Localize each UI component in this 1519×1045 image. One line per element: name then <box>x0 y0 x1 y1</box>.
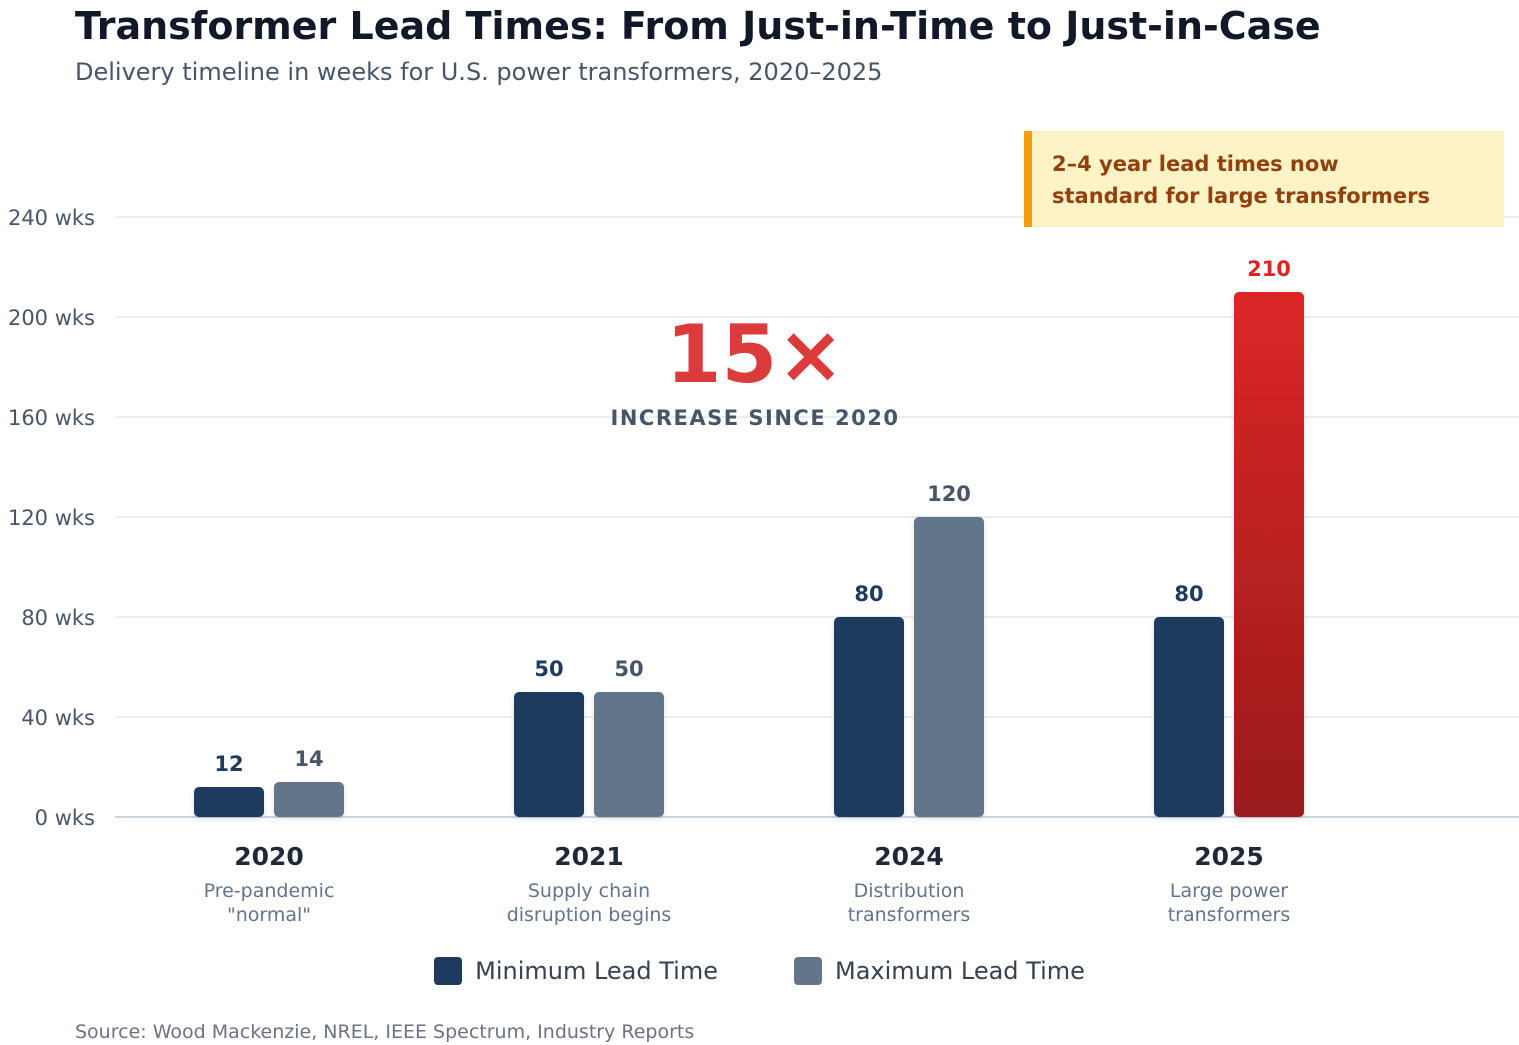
x-category-subtitle: transformers <box>1168 904 1291 926</box>
bar-value-label: 80 <box>854 582 883 606</box>
bar-max-2021 <box>594 692 664 817</box>
x-axis-labels: 2020 Pre-pandemic"normal" 2021 Supply chain… <box>204 842 1291 926</box>
callout-background <box>1024 131 1504 227</box>
x-category-subtitle: disruption begins <box>507 904 672 926</box>
x-category-subtitle: "normal" <box>227 904 311 926</box>
legend-label-min: Minimum Lead Time <box>475 957 718 985</box>
bar-min-2025 <box>1154 617 1224 817</box>
y-tick-label: 0 wks <box>35 806 95 830</box>
y-axis-ticks: 0 wks 40 wks 80 wks 120 wks 160 wks 200 wks 24… <box>8 206 95 830</box>
big-stat-value: 15× <box>666 308 844 401</box>
x-category-subtitle: Pre-pandemic <box>204 880 335 902</box>
gridlines <box>115 216 1519 818</box>
y-tick-label: 80 wks <box>21 606 95 630</box>
x-category-subtitle: Distribution <box>854 880 965 902</box>
x-category-label: 2021 <box>554 842 624 871</box>
bar-max-2024 <box>914 517 984 817</box>
legend-label-max: Maximum Lead Time <box>834 957 1085 985</box>
x-category-label: 2024 <box>874 842 944 871</box>
y-tick-label: 240 wks <box>8 206 95 230</box>
legend-swatch-max <box>793 957 822 985</box>
legend-item-max[interactable]: Maximum Lead Time <box>793 957 1085 985</box>
x-category-label: 2025 <box>1194 842 1264 871</box>
x-category-subtitle: Large power <box>1170 880 1288 902</box>
chart-subtitle: Delivery timeline in weeks for U.S. powe… <box>75 58 883 86</box>
chart-title: Transformer Lead Times: From Just-in-Tim… <box>75 4 1321 48</box>
bar-value-label: 210 <box>1247 257 1291 281</box>
y-tick-label: 160 wks <box>8 406 95 430</box>
bar-max-2025 <box>1234 292 1304 817</box>
bar-value-label: 14 <box>294 747 323 771</box>
legend-swatch-min <box>434 957 463 985</box>
bar-min-2021 <box>514 692 584 817</box>
source-note: Source: Wood Mackenzie, NREL, IEEE Spect… <box>75 1021 695 1043</box>
bar-value-label: 12 <box>214 752 243 776</box>
bar-value-label: 120 <box>927 482 971 506</box>
bar-max-2020 <box>274 782 344 817</box>
bar-value-label: 50 <box>614 657 643 681</box>
big-stat-caption: INCREASE SINCE 2020 <box>611 406 900 430</box>
bar-min-2020 <box>194 787 264 817</box>
y-tick-label: 200 wks <box>8 306 95 330</box>
callout-line-2: standard for large transformers <box>1052 184 1430 208</box>
bars: 12 14 50 50 80 120 80 210 <box>194 257 1304 817</box>
x-category-label: 2020 <box>234 842 304 871</box>
callout-box: 2–4 year lead times now standard for lar… <box>1024 131 1504 227</box>
big-stat: 15× INCREASE SINCE 2020 <box>611 308 900 430</box>
legend: Minimum Lead Time Maximum Lead Time <box>0 957 1519 985</box>
callout-line-1: 2–4 year lead times now <box>1052 152 1339 176</box>
y-tick-label: 120 wks <box>8 506 95 530</box>
callout-accent-bar <box>1024 131 1032 227</box>
y-tick-label: 40 wks <box>21 706 95 730</box>
bar-value-label: 80 <box>1174 582 1203 606</box>
x-category-subtitle: transformers <box>848 904 971 926</box>
bar-min-2024 <box>834 617 904 817</box>
legend-item-min[interactable]: Minimum Lead Time <box>434 957 718 985</box>
x-category-subtitle: Supply chain <box>528 880 650 902</box>
bar-value-label: 50 <box>534 657 563 681</box>
